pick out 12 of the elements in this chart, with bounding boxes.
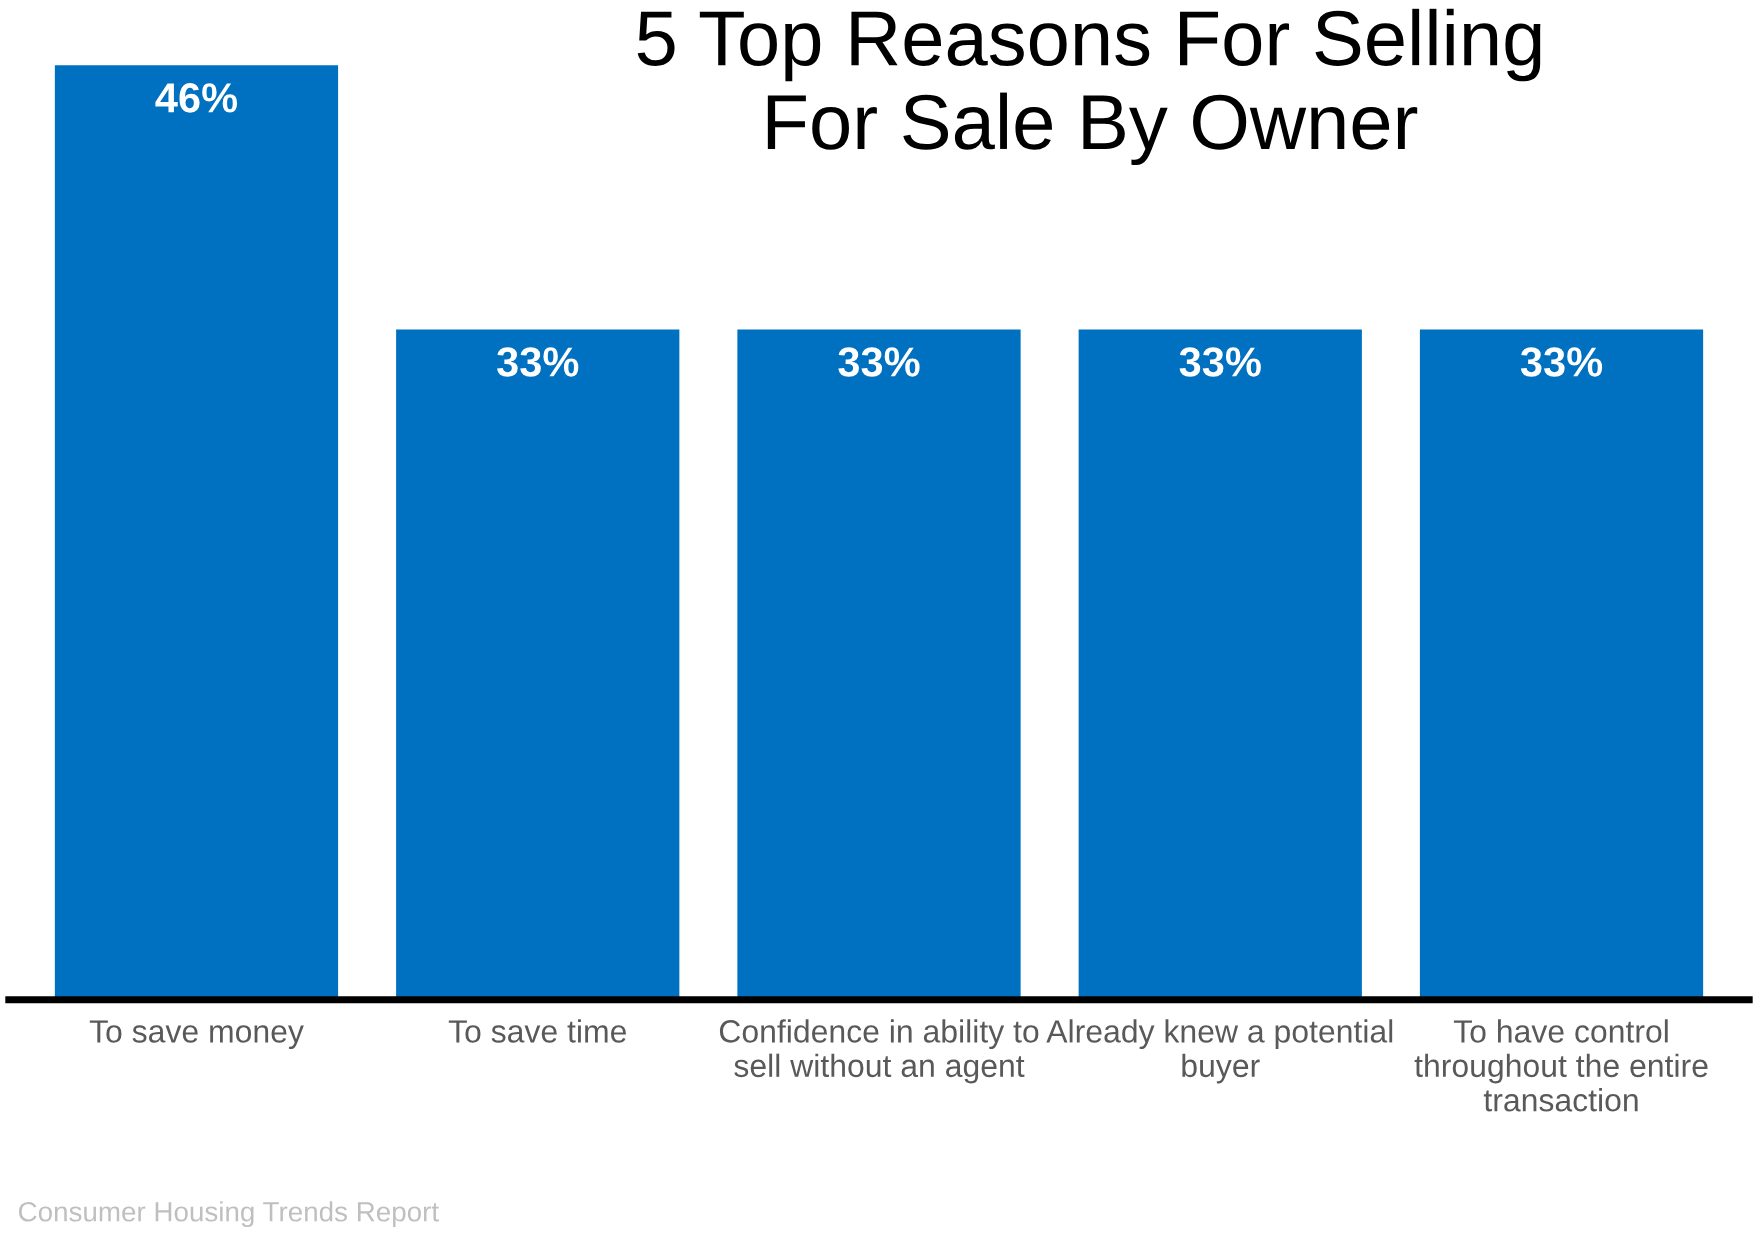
data-label: 33% — [1520, 347, 1603, 377]
data-label: 33% — [497, 347, 579, 377]
data-label: 46% — [155, 83, 238, 113]
text: Consumer Housing Trends Report — [18, 1201, 439, 1228]
data-label: 33% — [838, 347, 920, 377]
x-tick-label: Confidence in ability to sell without an agent — [719, 1019, 1039, 1084]
x-tick-label: To save time — [448, 1019, 626, 1043]
x-tick-label: To have control throughout the entire transaction — [1414, 1019, 1708, 1112]
x-tick-label: To save money — [89, 1020, 304, 1050]
chart-title: 5 Top Reasons For Selling For Sale By Owner — [637, 8, 1541, 166]
data-label: 33% — [1179, 347, 1261, 377]
x-tick-label: Already knew a potential buyer — [1046, 1019, 1393, 1084]
